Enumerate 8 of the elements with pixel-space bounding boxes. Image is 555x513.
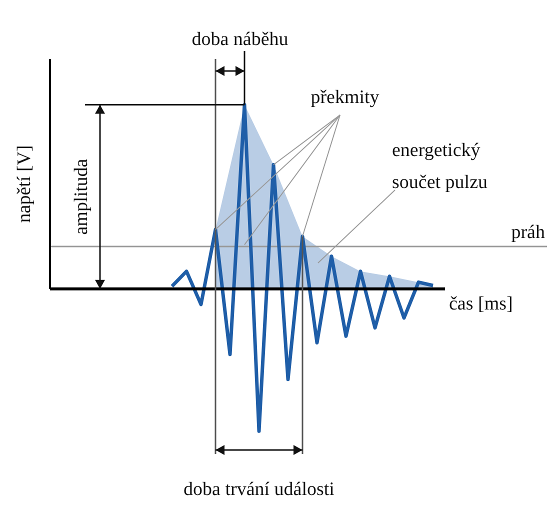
x-axis-title: čas [ms] bbox=[449, 293, 513, 314]
text: napětí [V] bbox=[14, 145, 35, 223]
annotation: energetický součet pulzu bbox=[392, 140, 488, 193]
text: doba trvání události bbox=[184, 479, 334, 500]
text: amplituda bbox=[70, 158, 92, 235]
annotation: překmity bbox=[310, 87, 380, 108]
ref-line-label: práh bbox=[511, 222, 546, 243]
text: doba náběhu bbox=[192, 29, 289, 50]
